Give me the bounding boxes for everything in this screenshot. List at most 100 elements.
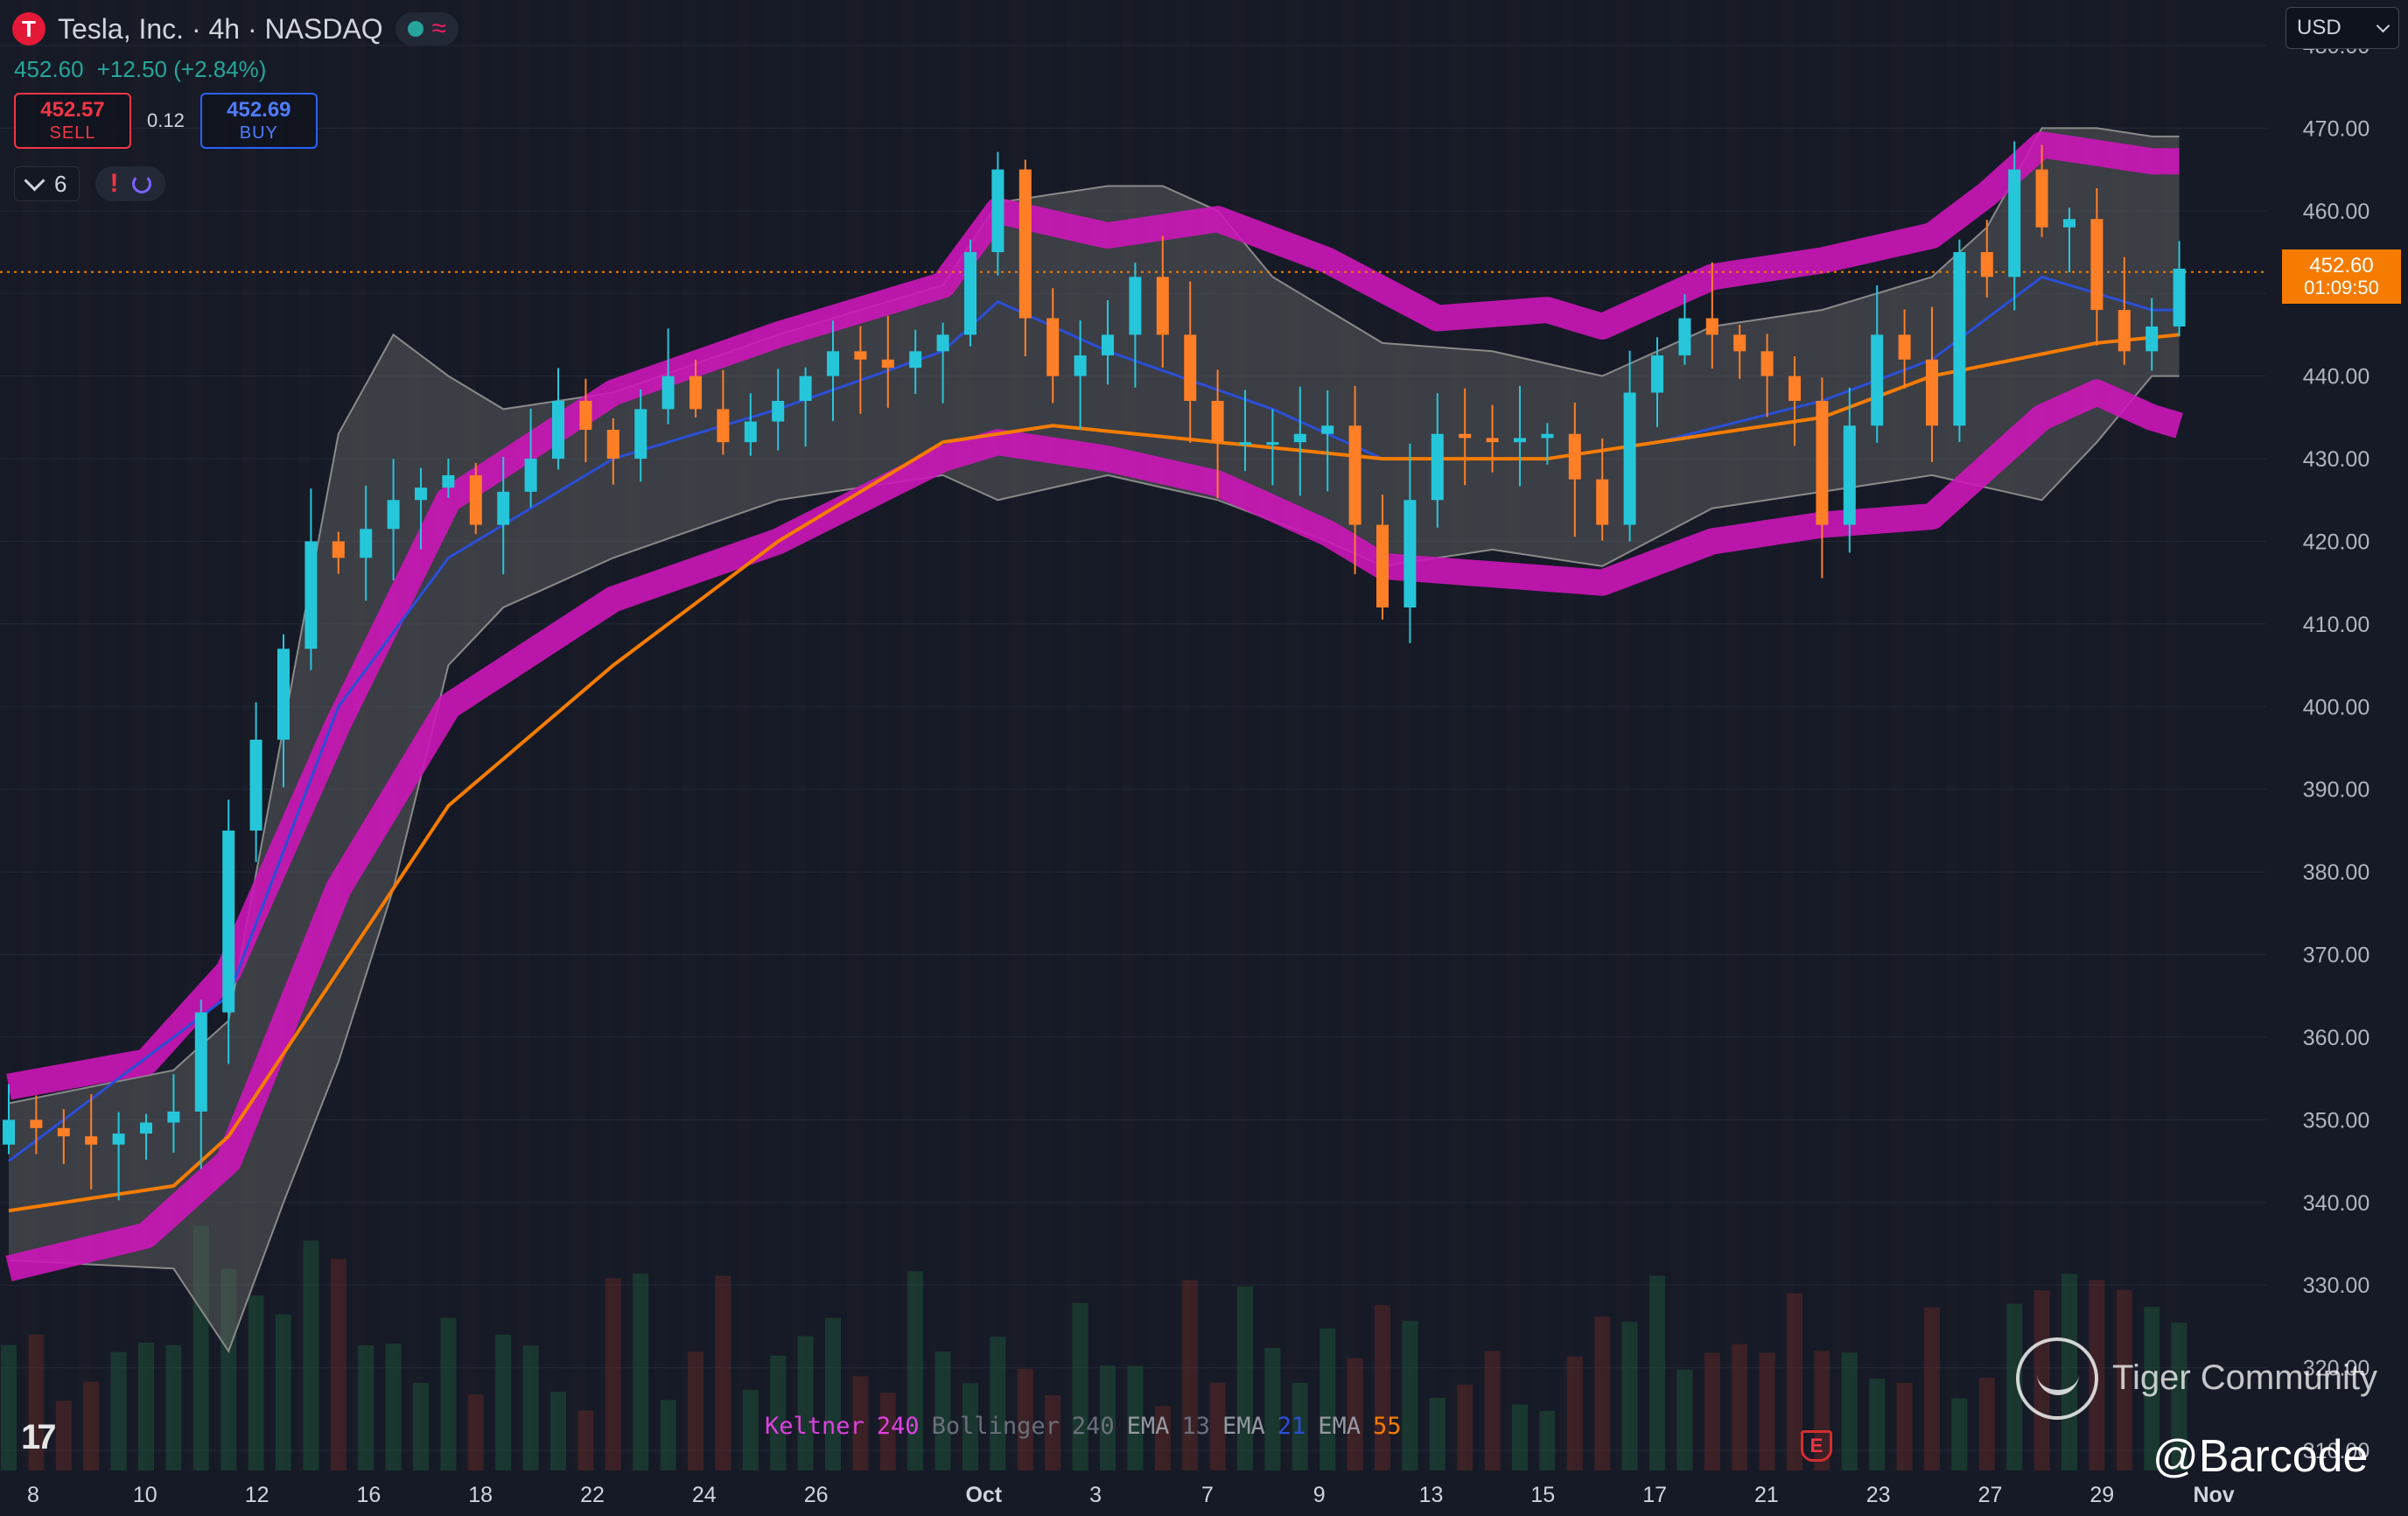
candle <box>1156 277 1169 335</box>
time-tick-label: 13 <box>1419 1483 1444 1507</box>
indicators-collapse-button[interactable]: 6 <box>14 166 80 201</box>
session-band <box>928 0 943 1470</box>
volume-bar <box>138 1342 154 1470</box>
session-band <box>901 0 916 1470</box>
last-price: 452.60 <box>14 56 84 82</box>
candle <box>2008 169 2021 277</box>
indicator-count: 6 <box>54 170 67 197</box>
session-band <box>709 0 724 1470</box>
candle <box>909 351 922 368</box>
session-band <box>626 0 641 1470</box>
volume-bar <box>962 1383 978 1470</box>
legend-keltner-param: 240 <box>876 1413 920 1440</box>
volume-bar <box>1072 1302 1088 1470</box>
candle <box>304 541 318 649</box>
candle <box>1486 438 1499 443</box>
time-tick-label: 23 <box>1866 1483 1891 1507</box>
sell-button[interactable]: 452.57 SELL <box>14 93 131 149</box>
earnings-icon[interactable]: E <box>1801 1430 1832 1462</box>
time-tick-label: 12 <box>245 1483 270 1507</box>
time-tick-label: 16 <box>356 1483 381 1507</box>
candle <box>415 488 427 501</box>
price-tick-label: 470.00 <box>2303 116 2370 141</box>
market-status-pill[interactable]: ≈ <box>395 12 459 46</box>
currency-value: USD <box>2297 16 2342 39</box>
time-tick-label: Nov <box>2193 1483 2234 1507</box>
session-band <box>1726 0 1740 1470</box>
volume-bar <box>660 1400 676 1470</box>
candle <box>1788 375 1801 401</box>
volume-bar <box>1649 1275 1665 1470</box>
session-band <box>1368 0 1382 1470</box>
indicator-controls: 6 ! <box>14 166 166 201</box>
session-band <box>22 0 37 1470</box>
session-band <box>1231 0 1245 1470</box>
volume-bar <box>1539 1410 1556 1470</box>
time-tick-label: 18 <box>468 1483 493 1507</box>
currency-select[interactable]: USD <box>2286 7 2399 49</box>
session-band <box>159 0 174 1470</box>
time-axis: 8 10 12 16 18 22 24 26 Oct 3 7 9 13 15 17 21 23 27 29 Nov <box>27 1483 2235 1507</box>
candle <box>1733 334 1746 352</box>
volume-bar <box>248 1295 264 1470</box>
volume-bar <box>1 1344 17 1470</box>
candle <box>167 1111 180 1123</box>
candle <box>3 1119 15 1145</box>
volume-bar <box>550 1392 566 1470</box>
session-band <box>462 0 476 1470</box>
time-axis-bg[interactable] <box>0 1470 2408 1516</box>
volume-bar <box>2171 1323 2188 1470</box>
symbol-title[interactable]: Tesla, Inc. · 4h · NASDAQ <box>58 12 383 45</box>
session-band <box>764 0 779 1470</box>
volume-bar <box>522 1345 539 1470</box>
volume-bar <box>2006 1303 2023 1470</box>
volume-bar <box>742 1389 759 1470</box>
session-band <box>1863 0 1878 1470</box>
candle <box>2035 169 2048 228</box>
last-price-tag-value: 452.60 <box>2309 253 2374 277</box>
session-band <box>1396 0 1410 1470</box>
indicator-legend[interactable]: Keltner 240 Bollinger 240 EMA 13 EMA 21 … <box>765 1413 1402 1440</box>
volume-bar <box>330 1259 346 1470</box>
candles <box>3 141 2186 1201</box>
session-band <box>791 0 806 1470</box>
candle <box>1898 334 1911 360</box>
candle <box>552 400 564 460</box>
price-axis-bg[interactable] <box>2266 0 2408 1470</box>
session-band <box>2165 0 2180 1470</box>
spread-value: 0.12 <box>147 109 185 131</box>
symbol-header: T Tesla, Inc. · 4h · NASDAQ ≈ <box>12 12 459 46</box>
session-band <box>1012 0 1026 1470</box>
volume-bar <box>1375 1304 1390 1470</box>
session-band <box>214 0 229 1470</box>
candle <box>1459 433 1472 439</box>
buy-label: BUY <box>239 123 278 143</box>
session-band <box>379 0 394 1470</box>
candle <box>799 375 812 401</box>
buy-button[interactable]: 452.69 BUY <box>200 93 318 149</box>
time-tick-label: 15 <box>1530 1483 1555 1507</box>
tradingview-logo-icon[interactable]: 17 <box>21 1418 56 1456</box>
bar-countdown: 01:09:50 <box>2304 276 2379 298</box>
session-band <box>984 0 998 1470</box>
candle <box>1678 318 1691 356</box>
price-tick-label: 310.00 <box>2303 1439 2370 1463</box>
data-status-pill[interactable]: ! <box>95 166 166 201</box>
price-tick-label: 380.00 <box>2303 860 2370 885</box>
volume-bar <box>990 1337 1006 1470</box>
session-band <box>407 0 421 1470</box>
tesla-logo-icon[interactable]: T <box>12 12 46 46</box>
session-band <box>1918 0 1932 1470</box>
session-band <box>1313 0 1328 1470</box>
volume-bar <box>633 1274 649 1470</box>
session-band <box>1643 0 1657 1470</box>
legend-ema55-param: 55 <box>1373 1413 1402 1440</box>
time-tick-label: 22 <box>580 1483 605 1507</box>
volume-bar <box>1045 1394 1061 1470</box>
legend-keltner-name: Keltner <box>765 1413 864 1440</box>
volume-bar <box>1841 1352 1858 1470</box>
volume-bar <box>1100 1365 1116 1470</box>
time-tick-label: 17 <box>1642 1483 1667 1507</box>
session-band <box>2000 0 2015 1470</box>
